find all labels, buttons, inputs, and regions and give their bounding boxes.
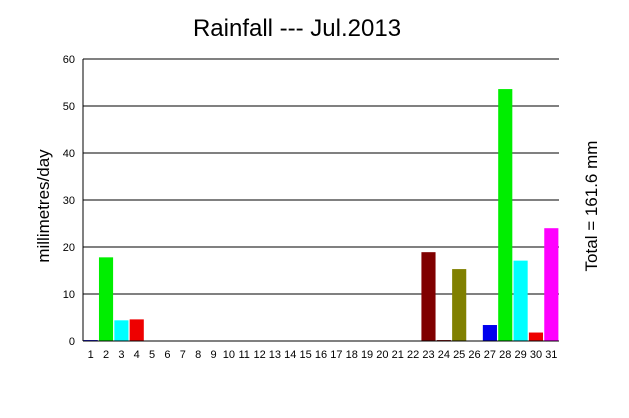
y-axis-label: millimetres/day — [34, 149, 53, 263]
bar-day-30 — [528, 332, 544, 341]
x-tick-label: 6 — [164, 349, 170, 361]
y-tick-label: 60 — [63, 54, 75, 66]
x-tick-label: 1 — [88, 349, 94, 361]
x-tick-label: 3 — [118, 349, 124, 361]
x-tick-label: 7 — [180, 349, 186, 361]
gridlines — [83, 58, 559, 342]
x-tick-label: 9 — [210, 349, 216, 361]
bar-day-2 — [98, 257, 114, 341]
bar-day-31 — [544, 228, 559, 341]
y-tick-label: 10 — [63, 289, 75, 301]
x-tick-label: 29 — [514, 349, 526, 361]
x-tick-label: 11 — [239, 349, 250, 361]
total-label: Total = 161.6 mm — [582, 141, 601, 272]
x-tick-label: 21 — [392, 349, 404, 361]
bar-day-23 — [421, 252, 436, 341]
plot-frame — [82, 59, 559, 342]
bar-day-27 — [482, 325, 497, 341]
x-tick-label: 15 — [300, 349, 312, 361]
x-tick-label: 13 — [269, 349, 281, 361]
x-tick-label: 8 — [195, 349, 201, 361]
x-tick-label: 12 — [253, 349, 265, 361]
x-tick-label: 5 — [149, 349, 155, 361]
x-tick-label: 2 — [103, 349, 109, 361]
y-tick-label: 40 — [63, 148, 75, 160]
x-tick-label: 18 — [346, 349, 358, 361]
chart-title: Rainfall --- Jul.2013 — [193, 15, 401, 42]
x-tick-label: 22 — [407, 349, 419, 361]
x-tick-label: 20 — [376, 349, 388, 361]
x-tick-label: 17 — [330, 349, 342, 361]
x-tick-label: 31 — [545, 349, 557, 361]
x-tick-label: 19 — [361, 349, 373, 361]
bar-day-25 — [452, 269, 467, 341]
bar-day-28 — [498, 89, 513, 341]
x-tick-label: 23 — [422, 349, 434, 361]
bar-day-3 — [114, 320, 129, 341]
bar-day-4 — [129, 319, 144, 341]
x-tick-label: 4 — [134, 349, 140, 361]
x-tick-label: 24 — [438, 349, 450, 361]
x-tick-label: 26 — [468, 349, 480, 361]
x-tick-label: 14 — [284, 349, 296, 361]
x-tick-label: 28 — [499, 349, 511, 361]
y-tick-label: 30 — [63, 195, 75, 207]
bars — [83, 89, 559, 341]
y-tick-label: 20 — [63, 242, 75, 254]
x-tick-label: 30 — [530, 349, 542, 361]
x-tick-label: 10 — [223, 349, 235, 361]
y-tick-label: 0 — [69, 336, 75, 348]
x-tick-label: 27 — [484, 349, 496, 361]
bar-day-29 — [513, 260, 528, 341]
x-tick-label: 25 — [453, 349, 465, 361]
x-tick-label: 16 — [315, 349, 327, 361]
x-axis-ticks: 1 2 3 4 5 6 7 8 9 10 11 12 13 14 15 16 17 18 19 20 21 22 23 24 2… — [88, 349, 558, 361]
y-axis-ticks: 0 10 20 30 40 50 60 — [63, 54, 75, 348]
y-tick-label: 50 — [63, 101, 75, 113]
